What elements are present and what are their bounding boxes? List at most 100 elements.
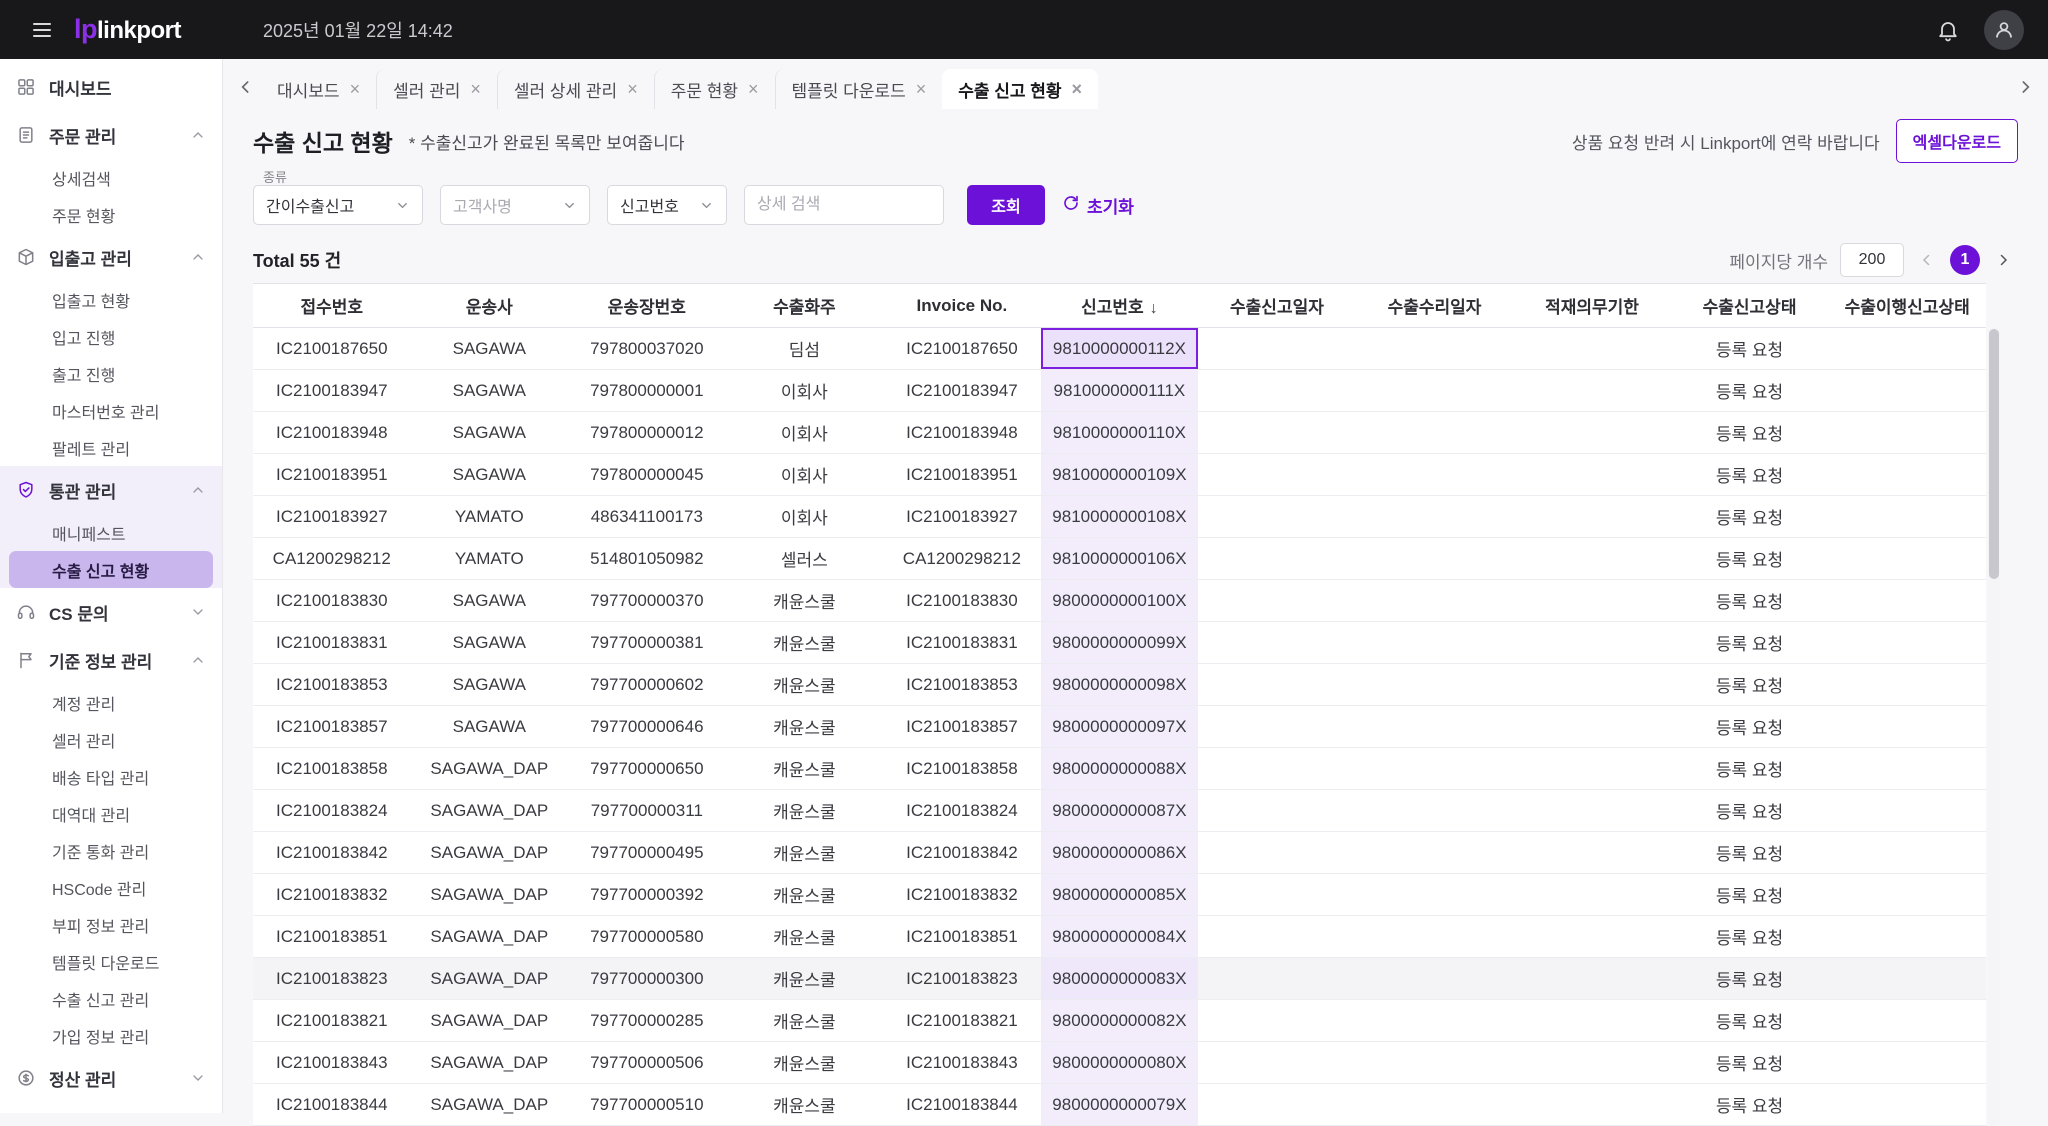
sidebar-subitem[interactable]: 상세검색 — [0, 159, 222, 196]
table-cell[interactable]: 9800000000099X — [1041, 622, 1199, 664]
tab-item[interactable]: 셀러 상세 관리× — [497, 69, 654, 109]
tab-item[interactable]: 대시보드× — [261, 69, 376, 109]
search-button[interactable]: 조회 — [967, 185, 1045, 225]
table-cell — [1198, 874, 1356, 916]
scrollbar-thumb[interactable] — [1989, 329, 1999, 579]
table-cell[interactable]: 9810000000108X — [1041, 496, 1199, 538]
tab-item[interactable]: 템플릿 다운로드× — [775, 69, 943, 109]
table-cell — [1198, 1000, 1356, 1042]
table-cell[interactable]: 9800000000088X — [1041, 748, 1199, 790]
column-header[interactable]: 수출신고상태 — [1671, 284, 1829, 328]
table-cell[interactable]: 9800000000080X — [1041, 1042, 1199, 1084]
column-header[interactable]: 접수번호 — [253, 284, 411, 328]
sidebar-subitem[interactable]: 부피 정보 관리 — [0, 906, 222, 943]
sidebar-item[interactable]: 입출고 관리 — [0, 233, 222, 281]
next-page-icon[interactable] — [1988, 245, 2018, 275]
table-cell[interactable]: 9800000000087X — [1041, 790, 1199, 832]
sidebar-item[interactable]: 정산 관리 — [0, 1054, 222, 1102]
tabs-scroll-right-icon[interactable] — [2010, 72, 2040, 102]
table-cell[interactable]: 9800000000086X — [1041, 832, 1199, 874]
table-cell[interactable]: 9800000000097X — [1041, 706, 1199, 748]
table-cell — [1356, 1042, 1514, 1084]
search-type-select[interactable]: 신고번호 — [607, 185, 727, 225]
tab-item[interactable]: 셀러 관리× — [376, 69, 497, 109]
sidebar-subitem[interactable]: 수출 신고 현황 — [9, 551, 213, 588]
table-cell — [1198, 412, 1356, 454]
table-cell: 캐윤스쿨 — [726, 916, 884, 958]
column-header[interactable]: 운송사 — [411, 284, 569, 328]
menu-icon[interactable] — [24, 12, 60, 48]
sidebar-subitem[interactable]: 팔레트 관리 — [0, 429, 222, 466]
sidebar-subitem[interactable]: 주문 현황 — [0, 196, 222, 233]
sidebar-item[interactable]: 대시보드 — [0, 63, 222, 111]
keyword-input[interactable] — [744, 185, 944, 225]
sidebar-subitem[interactable]: 입고 진행 — [0, 318, 222, 355]
column-header[interactable]: Invoice No. — [883, 284, 1041, 328]
sidebar-item[interactable]: CS 문의 — [0, 588, 222, 636]
excel-download-button[interactable]: 엑셀다운로드 — [1896, 119, 2018, 163]
tab-close-icon[interactable]: × — [1072, 80, 1083, 98]
sort-desc-icon[interactable]: ↓ — [1150, 300, 1158, 317]
table-cell: 797700000506 — [568, 1042, 726, 1084]
tab-close-icon[interactable]: × — [748, 80, 759, 98]
column-header[interactable]: 적재의무기한 — [1513, 284, 1671, 328]
column-header[interactable]: 신고번호↓ — [1041, 284, 1199, 328]
sidebar-subitem[interactable]: 가입 정보 관리 — [0, 1017, 222, 1054]
table-scrollbar[interactable] — [1988, 327, 2000, 1126]
sidebar-item[interactable]: 기준 정보 관리 — [0, 636, 222, 684]
page-1-button[interactable]: 1 — [1950, 245, 1980, 275]
column-header[interactable]: 수출화주 — [726, 284, 884, 328]
reset-button[interactable]: 초기화 — [1062, 185, 1134, 225]
table-cell[interactable]: 9800000000084X — [1041, 916, 1199, 958]
table-cell[interactable]: 9810000000106X — [1041, 538, 1199, 580]
tab-close-icon[interactable]: × — [627, 80, 638, 98]
page-size-input[interactable] — [1840, 243, 1904, 277]
sidebar-item-label: 기준 정보 관리 — [49, 648, 152, 673]
table-cell[interactable]: 9800000000098X — [1041, 664, 1199, 706]
sidebar-subitem[interactable]: 셀러 관리 — [0, 721, 222, 758]
sidebar-subitem[interactable]: 출고 진행 — [0, 355, 222, 392]
sidebar-subitem[interactable]: 기준 통화 관리 — [0, 832, 222, 869]
table-cell[interactable]: 9800000000083X — [1041, 958, 1199, 1000]
column-header[interactable]: 수출이행신고상태 — [1828, 284, 1986, 328]
column-header[interactable]: 수출수리일자 — [1356, 284, 1514, 328]
sidebar-subitem[interactable]: 계정 관리 — [0, 684, 222, 721]
column-header[interactable]: 수출신고일자 — [1198, 284, 1356, 328]
tab-close-icon[interactable]: × — [470, 80, 481, 98]
sidebar-subitem[interactable]: 입출고 현황 — [0, 281, 222, 318]
table-cell — [1198, 622, 1356, 664]
sidebar-item[interactable]: 통관 관리 — [0, 466, 222, 514]
tab-close-icon[interactable]: × — [350, 80, 361, 98]
table-row: IC2100183927YAMATO486341100173이회사IC21001… — [253, 496, 1986, 538]
results-table: 접수번호운송사운송장번호수출화주Invoice No.신고번호↓수출신고일자수출… — [253, 283, 2000, 1126]
tab-item[interactable]: 주문 현황× — [654, 69, 775, 109]
column-header[interactable]: 운송장번호 — [568, 284, 726, 328]
user-avatar[interactable] — [1984, 10, 2024, 50]
table-cell[interactable]: 9810000000111X — [1041, 370, 1199, 412]
table-cell[interactable]: 9800000000082X — [1041, 1000, 1199, 1042]
sidebar-subitem[interactable]: HSCode 관리 — [0, 869, 222, 906]
type-select[interactable]: 간이수출신고 — [253, 185, 423, 225]
sidebar-item[interactable]: 주문 관리 — [0, 111, 222, 159]
sidebar-subitem[interactable]: 수출 신고 관리 — [0, 980, 222, 1017]
table-cell[interactable]: 9800000000079X — [1041, 1084, 1199, 1126]
table-cell[interactable]: 9810000000112X — [1041, 328, 1199, 370]
tab-close-icon[interactable]: × — [916, 80, 927, 98]
prev-page-icon[interactable] — [1912, 245, 1942, 275]
tabs-scroll-left-icon[interactable] — [231, 72, 261, 102]
sidebar-subitem[interactable]: 템플릿 다운로드 — [0, 943, 222, 980]
bell-icon[interactable] — [1930, 12, 1966, 48]
app-logo[interactable]: lplinkport — [74, 14, 181, 45]
customer-select[interactable]: 고객사명 — [440, 185, 590, 225]
sidebar-subitem[interactable]: 매니페스트 — [0, 514, 222, 551]
table-cell[interactable]: 9810000000110X — [1041, 412, 1199, 454]
chevron-down-icon — [699, 198, 714, 213]
table-cell[interactable]: 9800000000100X — [1041, 580, 1199, 622]
table-cell: SAGAWA_DAP — [411, 748, 569, 790]
table-cell[interactable]: 9800000000085X — [1041, 874, 1199, 916]
sidebar-subitem[interactable]: 대역대 관리 — [0, 795, 222, 832]
tab-item[interactable]: 수출 신고 현황× — [942, 69, 1098, 109]
sidebar-subitem[interactable]: 배송 타입 관리 — [0, 758, 222, 795]
table-cell[interactable]: 9810000000109X — [1041, 454, 1199, 496]
sidebar-subitem[interactable]: 마스터번호 관리 — [0, 392, 222, 429]
